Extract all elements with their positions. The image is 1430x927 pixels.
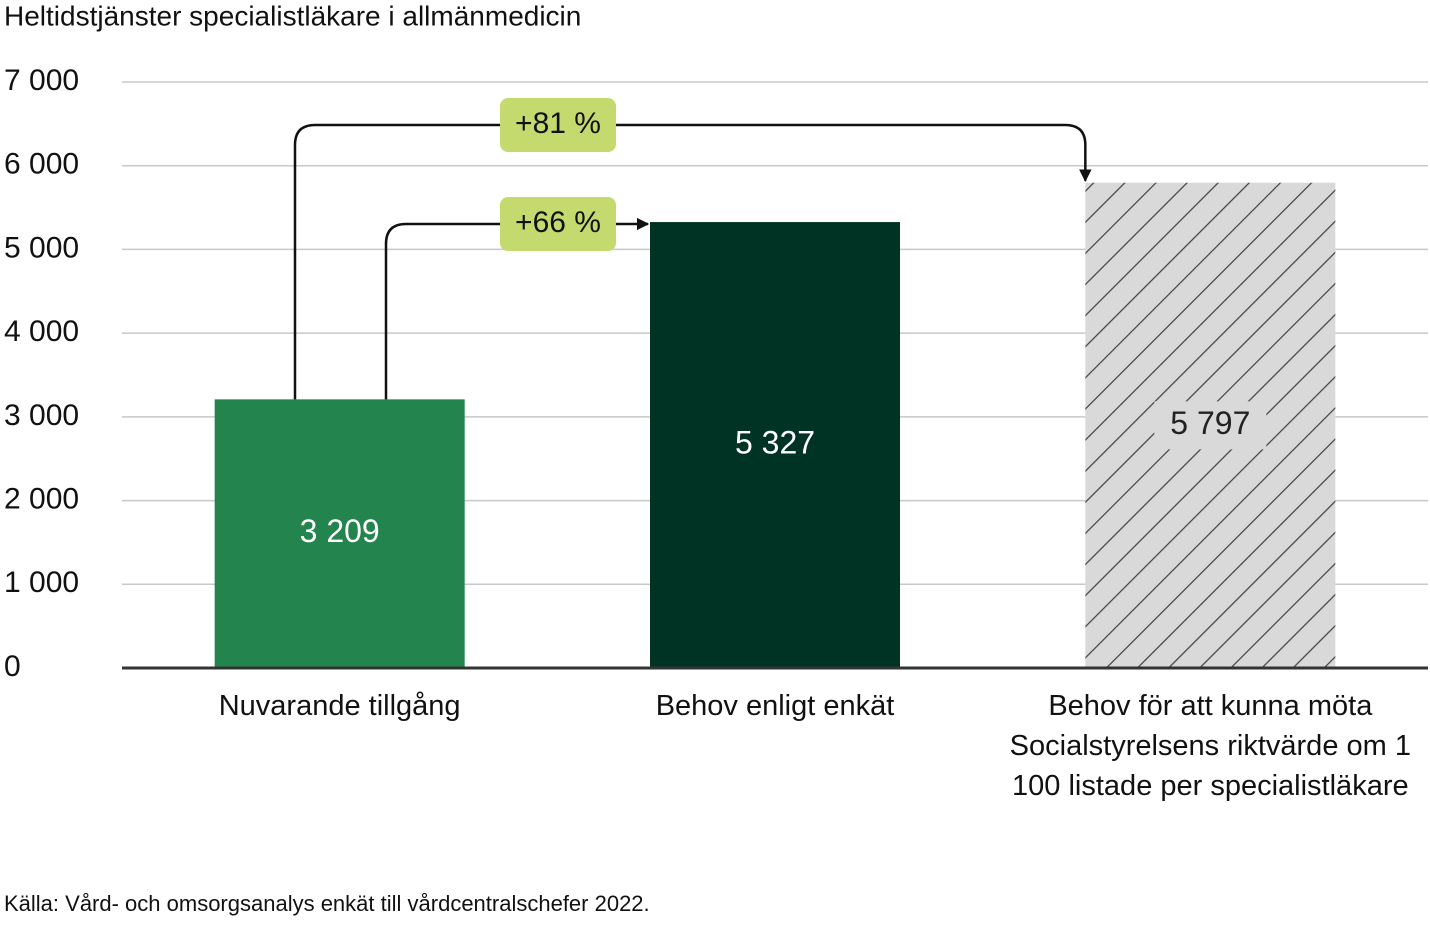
chart-title: Heltidstjänster specialistläkare i allmä… bbox=[4, 0, 581, 31]
value-label: 5 797 bbox=[1170, 405, 1250, 441]
annotation-box bbox=[500, 197, 616, 251]
bar bbox=[214, 399, 465, 668]
x-tick-label: Behov för att kunna möta Socialstyrelsen… bbox=[1009, 690, 1411, 802]
y-tick-label: 3 000 bbox=[4, 399, 79, 432]
arrow bbox=[384, 217, 650, 400]
y-tick-label: 6 000 bbox=[4, 148, 79, 181]
y-tick-label: 0 bbox=[4, 650, 21, 683]
bar bbox=[650, 222, 900, 668]
value-label-bg bbox=[1154, 401, 1267, 450]
y-tick-label: 7 000 bbox=[4, 64, 79, 97]
source: Källa: Vård- och omsorgsanalys enkät til… bbox=[4, 891, 650, 916]
arrow bbox=[293, 123, 1092, 400]
y-tick-label: 2 000 bbox=[4, 482, 79, 515]
annotation: +66 % bbox=[515, 206, 601, 239]
annotation-box bbox=[500, 98, 616, 152]
value-label: 3 209 bbox=[300, 513, 380, 549]
value-label: 5 327 bbox=[735, 424, 815, 460]
x-tick-label: Nuvarande tillgång bbox=[218, 690, 461, 722]
y-tick-label: 4 000 bbox=[4, 315, 79, 348]
annotation: +81 % bbox=[515, 107, 601, 140]
y-tick-label: 5 000 bbox=[4, 231, 79, 264]
y-tick-label: 1 000 bbox=[4, 566, 79, 599]
x-tick-label: Behov enligt enkät bbox=[655, 690, 895, 722]
